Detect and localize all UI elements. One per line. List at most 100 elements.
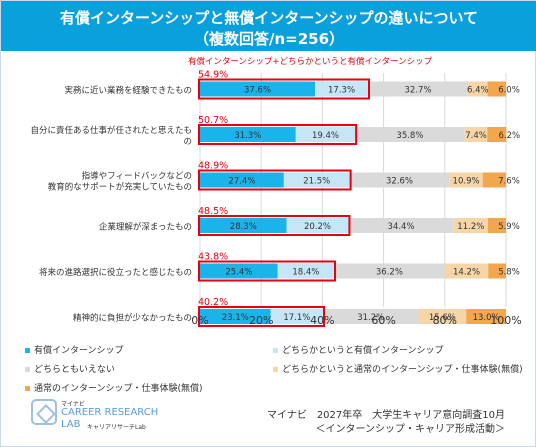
legend-label-neither: どちらともいえない bbox=[34, 365, 115, 375]
combined-outline bbox=[198, 260, 337, 282]
segment-value-label: 17.3% bbox=[328, 86, 355, 96]
segment-value-label: 28.3% bbox=[230, 222, 257, 232]
legend-swatch-rather-paid bbox=[273, 348, 278, 353]
bar-segment bbox=[295, 127, 356, 142]
source-line2: ＜インターンシップ・キャリア形成活動＞ bbox=[315, 424, 506, 435]
combined-outline bbox=[198, 124, 358, 145]
bar-segment bbox=[315, 81, 368, 97]
segment-value-label: 7.6% bbox=[498, 177, 520, 187]
segment-value-label: 7.4% bbox=[465, 131, 487, 141]
category-label: 実務に近い業務を経験できたもの bbox=[64, 85, 192, 96]
bar-segment bbox=[418, 309, 467, 324]
bar-segment bbox=[200, 81, 316, 97]
segment-value-label: 32.7% bbox=[405, 86, 432, 96]
combined-outline bbox=[198, 215, 351, 236]
bar-segment bbox=[453, 218, 488, 233]
segment-value-label: 32.6% bbox=[386, 177, 413, 187]
segment-value-label: 21.5% bbox=[303, 177, 330, 187]
segment-value-label: 11.2% bbox=[457, 222, 484, 232]
combined-value-label: 43.8% bbox=[198, 252, 228, 263]
legend-item-rather-paid: どちらかというと有償インターンシップ bbox=[273, 343, 444, 356]
bar-segment bbox=[488, 263, 506, 279]
x-tick-label: 80% bbox=[433, 314, 457, 327]
bar-segment bbox=[482, 172, 506, 188]
legend-swatch-unpaid bbox=[25, 386, 30, 391]
bar-segment bbox=[323, 309, 419, 324]
title-band: 有償インターンシップと無償インターンシップの違いについて （複数回答/n=256… bbox=[1, 1, 536, 51]
segment-value-label: 20.2% bbox=[304, 222, 331, 232]
x-tick-label: 60% bbox=[371, 314, 395, 327]
legend-item-paid: 有償インターンシップ bbox=[25, 343, 124, 356]
logo-line2: LAB bbox=[61, 419, 81, 430]
legend-item-rather-unpaid: どちらかというと通常のインターンシップ・仕事体験(無償) bbox=[273, 362, 523, 375]
segment-value-label: 13.0% bbox=[473, 313, 500, 323]
source-line1: マイナビ 2027年卒 大学生キャリア意向調査10月 bbox=[267, 410, 505, 421]
chart-title: 有償インターンシップと無償インターンシップの違いについて bbox=[59, 9, 479, 27]
category-label: 将来の進路選択に役立ったと感じたもの bbox=[39, 267, 192, 278]
stacked-bar-chart: 0% 20% 40% 60% 80% 100% 実務に近い業務を経験できたもの 37.6% 17… bbox=[30, 56, 522, 328]
logo-line1: CAREER RESEARCH bbox=[61, 407, 159, 418]
combined-value-label: 48.5% bbox=[198, 206, 228, 217]
bar-segment bbox=[355, 127, 465, 142]
x-tick-label: 0% bbox=[191, 314, 208, 327]
combined-outline bbox=[198, 306, 326, 327]
legend-label-unpaid: 通常のインターンシップ・仕事体験(無償) bbox=[34, 384, 203, 394]
bar-segment bbox=[200, 309, 271, 324]
segment-value-label: 35.8% bbox=[396, 131, 423, 141]
bar-segment bbox=[348, 218, 454, 233]
category-label: 教育的なサポートが充実していたもの bbox=[48, 182, 192, 193]
segment-value-label: 31.3% bbox=[234, 131, 261, 141]
bar-segment bbox=[200, 127, 296, 142]
segment-value-label: 25.4% bbox=[225, 268, 252, 278]
segment-value-label: 6.4% bbox=[467, 86, 489, 96]
bar-segment bbox=[464, 127, 488, 142]
legend-label-rather-paid: どちらかというと有償インターンシップ bbox=[282, 346, 444, 356]
bar-segment bbox=[487, 127, 507, 142]
bar-segment bbox=[200, 172, 284, 188]
segment-value-label: 34.4% bbox=[388, 222, 415, 232]
bar-segment bbox=[487, 81, 506, 97]
x-tick-label: 100% bbox=[490, 314, 521, 327]
segment-value-label: 6.2% bbox=[499, 131, 521, 141]
chart-subtitle: （複数回答/n=256） bbox=[193, 30, 345, 48]
segment-value-label: 27.4% bbox=[228, 177, 255, 187]
bar-segment bbox=[487, 218, 506, 233]
bar-segment bbox=[286, 218, 349, 233]
combined-outline bbox=[198, 78, 370, 100]
bar-segment bbox=[468, 81, 488, 97]
legend-swatch-neither bbox=[25, 367, 30, 372]
bar-segment bbox=[283, 172, 350, 188]
legend-swatch-rather-unpaid bbox=[273, 367, 278, 372]
x-tick-label: 40% bbox=[310, 314, 334, 327]
bar-segment bbox=[270, 309, 324, 324]
segment-value-label: 19.4% bbox=[312, 131, 339, 141]
segment-value-label: 5.9% bbox=[498, 222, 520, 232]
segment-value-label: 15.6% bbox=[429, 313, 456, 323]
segment-value-label: 31.2% bbox=[357, 313, 384, 323]
bar-segment bbox=[466, 309, 506, 324]
bar-segment bbox=[277, 263, 335, 279]
combined-value-label: 50.7% bbox=[198, 115, 228, 126]
category-label: の bbox=[183, 137, 192, 147]
bar-segment bbox=[200, 263, 278, 279]
segment-value-label: 18.4% bbox=[292, 268, 319, 278]
legend-swatch-paid bbox=[25, 348, 30, 353]
x-tick-label: 20% bbox=[249, 314, 273, 327]
legend-item-unpaid: 通常のインターンシップ・仕事体験(無償) bbox=[25, 381, 203, 394]
bar-segment bbox=[200, 218, 287, 233]
segment-value-label: 23.1% bbox=[222, 313, 249, 323]
combined-value-label: 54.9% bbox=[198, 70, 228, 81]
segment-value-label: 37.6% bbox=[244, 86, 271, 96]
category-label: 企業理解が深まったもの bbox=[99, 222, 192, 233]
category-label: 自分に責任ある仕事が任されたと思えたも bbox=[30, 125, 192, 136]
legend-label-rather-unpaid: どちらかというと通常のインターンシップ・仕事体験(無償) bbox=[282, 365, 523, 375]
combined-value-label: 48.9% bbox=[198, 161, 228, 172]
legend-label-paid: 有償インターンシップ bbox=[34, 346, 124, 356]
logo-small-text: マイナビ bbox=[61, 401, 85, 408]
label-layer: 0% 20% 40% 60% 80% 100% 実務に近い業務を経験できたもの 37.6% 17… bbox=[30, 70, 521, 328]
bar-segment bbox=[334, 263, 445, 279]
category-label: 指導やフィードバックなどの bbox=[82, 171, 192, 182]
legend-item-neither: どちらともいえない bbox=[25, 362, 115, 375]
segment-value-label: 14.2% bbox=[453, 268, 480, 278]
